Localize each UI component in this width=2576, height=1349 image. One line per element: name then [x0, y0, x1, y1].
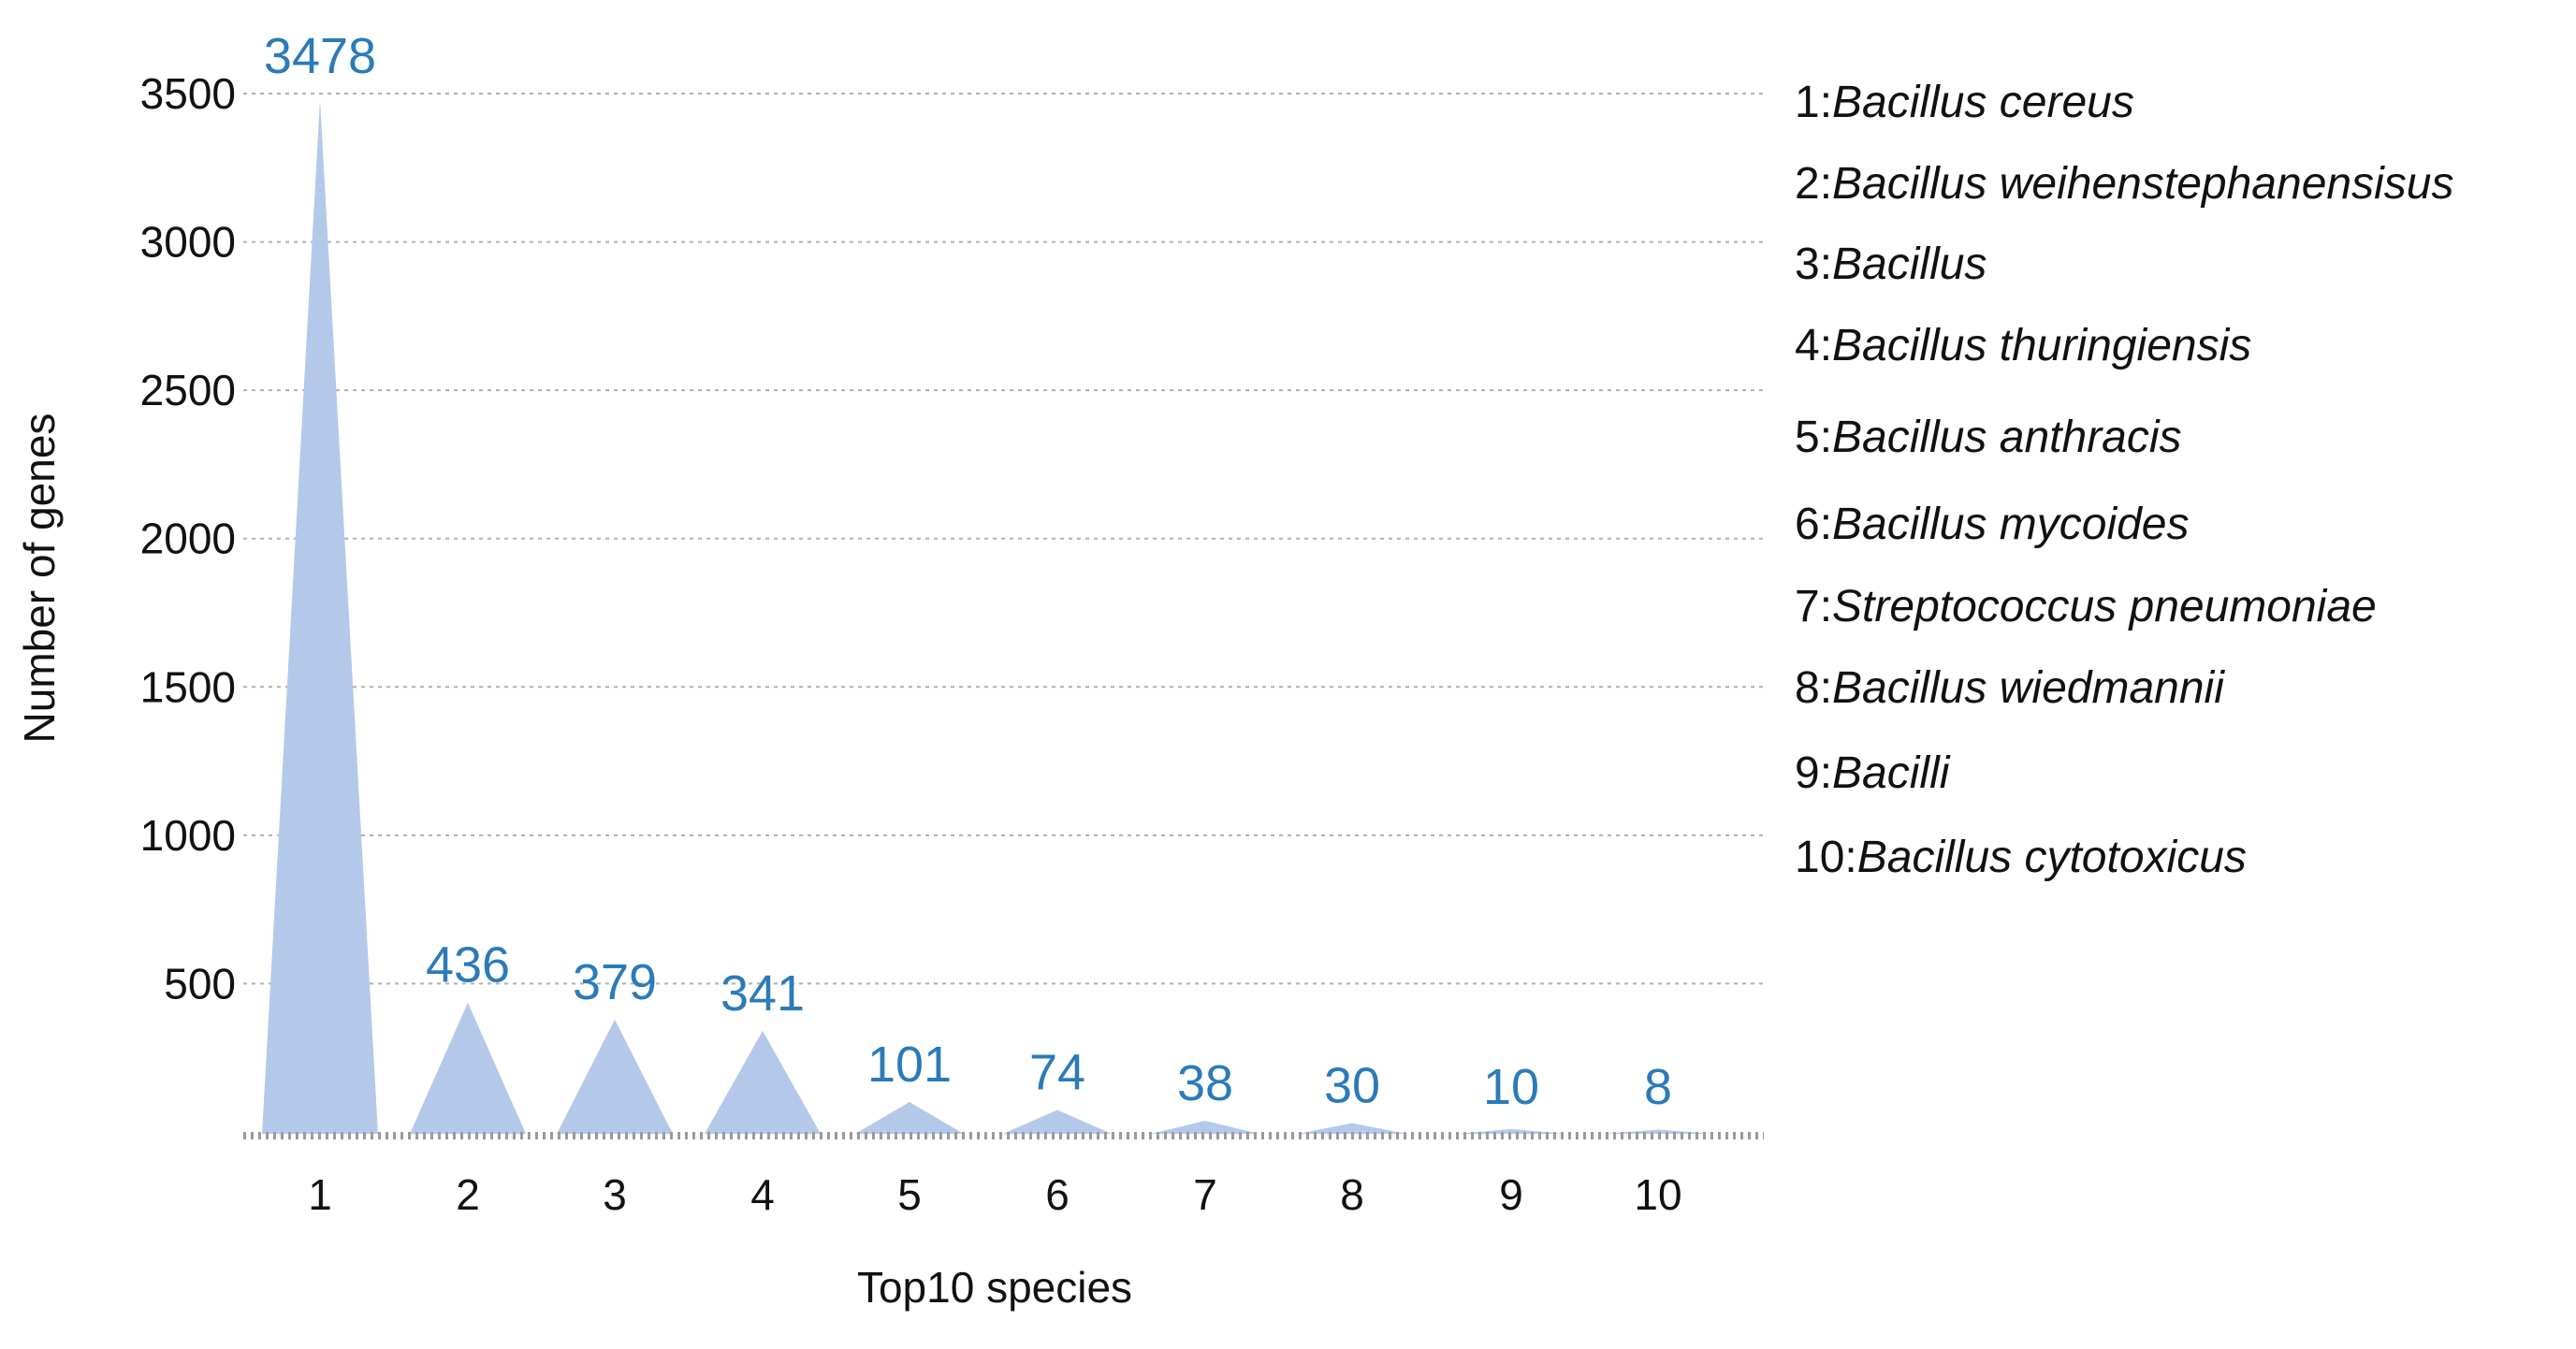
x-tick-label: 6	[1045, 1170, 1070, 1219]
legend-species-name: Bacillus cereus	[1832, 78, 2134, 127]
legend-number: 2:	[1795, 159, 1833, 209]
y-axis-ticks: 500 1000 1500 2000 2500 3000 3500	[140, 69, 236, 1008]
legend-entry: 6:Bacillus mycoides	[1795, 499, 2190, 550]
peak-8	[1298, 1123, 1406, 1134]
y-tick-label: 2000	[140, 515, 236, 563]
legend-number: 8:	[1795, 663, 1833, 713]
data-label: 30	[1324, 1057, 1380, 1113]
legend-number: 3:	[1795, 239, 1833, 289]
x-tick-label: 2	[456, 1170, 480, 1219]
legend-number: 7:	[1795, 582, 1833, 631]
y-tick-label: 1500	[140, 662, 236, 711]
legend-species-name: Streptococcus pneumoniae	[1832, 582, 2377, 631]
legend-number: 10:	[1795, 833, 1857, 882]
x-tick-label: 4	[750, 1170, 775, 1219]
legend-species-name: Bacillus	[1832, 239, 1987, 289]
legend-entry: 2:Bacillus weihenstephanensisus	[1795, 158, 2453, 210]
legend-number: 9:	[1795, 748, 1833, 798]
y-tick-label: 1000	[140, 811, 236, 860]
x-tick-label: 7	[1193, 1170, 1217, 1219]
y-tick-label: 3500	[140, 69, 236, 118]
peak-2	[410, 1002, 526, 1134]
x-tick-label: 1	[308, 1170, 332, 1219]
data-labels: 3478 436 379 341 101 74 38 30 10 8	[264, 28, 1672, 1115]
data-label: 101	[867, 1037, 952, 1093]
legend-species-name: Bacilli	[1832, 748, 1950, 798]
y-tick-label: 3000	[140, 218, 236, 267]
data-label: 38	[1177, 1055, 1233, 1111]
legend-entry: 7:Streptococcus pneumoniae	[1795, 581, 2377, 632]
peak-5	[855, 1101, 964, 1134]
data-label: 10	[1483, 1059, 1539, 1115]
legend-entry: 1:Bacillus cereus	[1795, 77, 2134, 128]
peak-series	[262, 99, 1712, 1134]
gridlines	[243, 93, 1764, 985]
peak-3	[557, 1019, 673, 1134]
legend-entry: 10:Bacillus cytotoxicus	[1795, 832, 2247, 883]
legend-number: 4:	[1795, 321, 1833, 370]
peak-7	[1151, 1120, 1259, 1134]
legend-entry: 9:Bacilli	[1795, 747, 1949, 799]
legend-species-name: Bacillus weihenstephanensisus	[1832, 159, 2454, 209]
legend-species-name: Bacillus mycoides	[1832, 500, 2190, 549]
x-tick-label: 8	[1340, 1170, 1364, 1219]
legend-entry: 8:Bacillus wiedmannii	[1795, 662, 2224, 714]
legend-entry: 3:Bacillus	[1795, 239, 1987, 290]
data-label: 379	[573, 954, 657, 1010]
legend-entry: 5:Bacillus anthracis	[1795, 412, 2182, 463]
data-label: 74	[1029, 1045, 1085, 1101]
legend-species-name: Bacillus wiedmannii	[1832, 663, 2224, 713]
data-label: 436	[426, 937, 510, 994]
data-label: 341	[720, 965, 805, 1022]
y-tick-label: 2500	[140, 366, 236, 414]
x-tick-label: 10	[1634, 1170, 1681, 1219]
x-tick-label: 9	[1499, 1170, 1523, 1219]
peak-6	[1003, 1110, 1112, 1134]
y-axis-title: Number of genes	[15, 413, 64, 744]
x-tick-label: 3	[603, 1170, 627, 1219]
legend-number: 1:	[1795, 78, 1833, 127]
peak-1	[262, 99, 378, 1134]
legend-number: 5:	[1795, 413, 1833, 462]
legend-species-name: Bacillus cytotoxicus	[1856, 833, 2247, 882]
peak-4	[705, 1030, 821, 1134]
legend-number: 6:	[1795, 500, 1833, 549]
x-axis-title: Top10 species	[857, 1263, 1132, 1312]
x-tick-label: 5	[897, 1170, 922, 1219]
y-tick-label: 500	[164, 959, 236, 1008]
legend-species-name: Bacillus anthracis	[1832, 413, 2182, 462]
legend-species-name: Bacillus thuringiensis	[1832, 321, 2252, 370]
legend-entry: 4:Bacillus thuringiensis	[1795, 320, 2251, 371]
data-label: 8	[1644, 1059, 1672, 1115]
data-label: 3478	[264, 28, 376, 84]
x-axis-ticks: 1 2 3 4 5 6 7 8 9 10	[308, 1170, 1681, 1219]
